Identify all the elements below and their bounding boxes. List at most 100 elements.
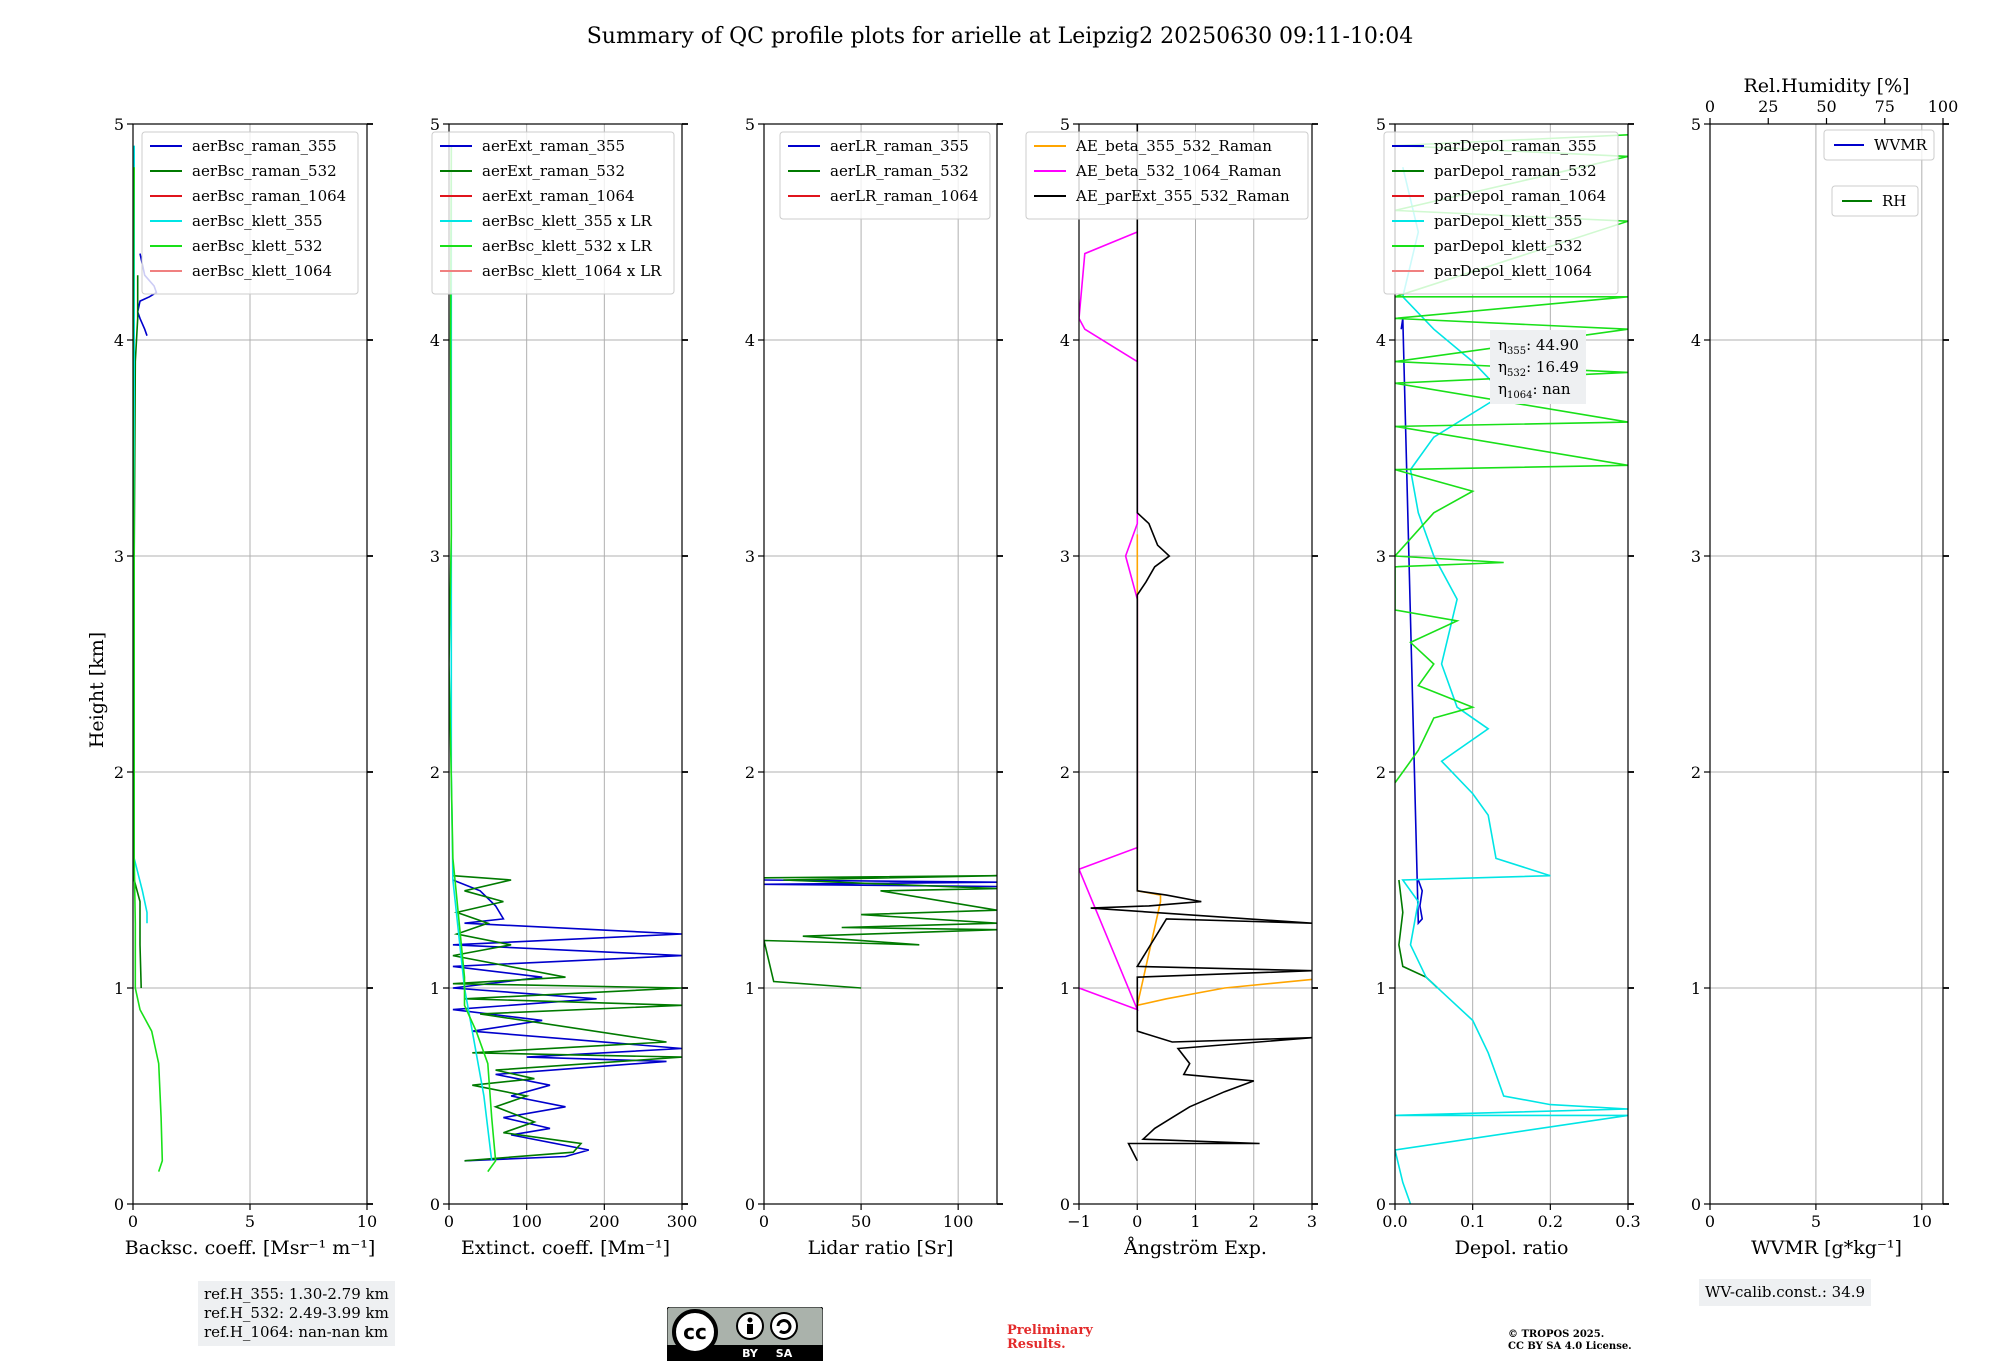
x-axis-label: Extinct. coeff. [Mm⁻¹] (461, 1237, 670, 1259)
x-tick-label: 200 (589, 1212, 620, 1231)
y-tick-label: 0 (1376, 1195, 1386, 1214)
y-tick-label: 1 (1060, 979, 1070, 998)
series-line-aerExt_raman_355 (452, 879, 682, 1162)
preliminary-note: Preliminary Results. (1007, 1324, 1093, 1352)
legend-label: aerExt_raman_532 (482, 162, 625, 180)
x-tick-label: 1 (1190, 1212, 1200, 1231)
legend-label: aerLR_raman_1064 (830, 187, 978, 205)
y-tick-label: 2 (1060, 763, 1070, 782)
y-tick-label: 0 (745, 1195, 755, 1214)
x-tick-label: 0.1 (1460, 1212, 1485, 1231)
license-by-text: BY (742, 1347, 759, 1360)
y-tick-label: 1 (1376, 979, 1386, 998)
legend-label: parDepol_klett_1064 (1434, 262, 1592, 280)
ref-height-355: ref.H_355: 1.30-2.79 km (204, 1285, 389, 1303)
top-tick-label: 50 (1816, 97, 1836, 116)
eta-box (1490, 330, 1586, 404)
legend-label: aerLR_raman_355 (830, 137, 969, 155)
y-tick-label: 5 (430, 115, 440, 134)
x-tick-label: 0.2 (1538, 1212, 1563, 1231)
y-tick-label: 3 (1691, 547, 1701, 566)
series-line-parDepol_klett_532 (1395, 134, 1628, 784)
svg-text:cc: cc (683, 1320, 707, 1344)
x-tick-label: 0 (128, 1212, 138, 1231)
legend-label: aerLR_raman_532 (830, 162, 969, 180)
series-line-aerBsc_klett_532 (133, 167, 164, 1172)
y-tick-label: 4 (745, 331, 755, 350)
y-tick-label: 3 (745, 547, 755, 566)
axes-frame (763, 123, 998, 1205)
legend-label: AE_beta_532_1064_Raman (1075, 162, 1282, 180)
y-tick-label: 2 (1376, 763, 1386, 782)
legend-label: aerExt_raman_355 (482, 137, 625, 155)
y-tick-label: 0 (1691, 1195, 1701, 1214)
top-tick-label: 0 (1705, 97, 1715, 116)
legend-label: parDepol_klett_532 (1434, 237, 1583, 255)
x-axis-label: Lidar ratio [Sr] (808, 1237, 954, 1259)
eta-label-1: η532: 16.49 (1498, 358, 1579, 379)
legend-label: parDepol_raman_532 (1434, 162, 1597, 180)
legend-label: parDepol_raman_355 (1434, 137, 1597, 155)
x-tick-label: 5 (1811, 1212, 1821, 1231)
y-tick-label: 1 (745, 979, 755, 998)
y-tick-label: 4 (1376, 331, 1386, 350)
legend-box (1831, 185, 1919, 217)
y-axis-label: Height [km] (86, 632, 108, 748)
cc-by-sa-logo: cc BY SA (667, 1307, 823, 1361)
panel-1: 0 5 10 0 1 2 3 4 5 Backsc. coeff. [Msr⁻¹ m⁻¹] aerB… (114, 115, 377, 1259)
y-tick-label: 5 (114, 115, 124, 134)
series-line-aerExt_raman_532 (452, 874, 682, 1162)
preliminary-line-2: Results. (1007, 1337, 1066, 1352)
legend-label: WVMR (1874, 136, 1928, 154)
legend: aerLR_raman_355 aerLR_raman_532 aerLR_rama… (779, 131, 991, 220)
legend-label: aerBsc_klett_532 (192, 237, 323, 255)
y-tick-label: 1 (430, 979, 440, 998)
legend-box (1823, 129, 1935, 161)
y-tick-label: 2 (430, 763, 440, 782)
x-tick-label: 10 (357, 1212, 377, 1231)
panel-2: 0 100 200 300 0 1 2 3 4 5 Extinct. coeff. [Mm⁻¹] ae… (430, 115, 697, 1259)
y-tick-label: 3 (1376, 547, 1386, 566)
x-tick-label: 0 (759, 1212, 769, 1231)
axes-frame (448, 123, 683, 1205)
copyright-line-2: CC BY SA 4.0 License. (1508, 1341, 1632, 1352)
y-tick-label: 4 (430, 331, 440, 350)
wv-calib-box: WV-calib.const.: 34.9 (1699, 1279, 1872, 1306)
cc-icon (672, 1309, 718, 1355)
license-sa-text: SA (776, 1347, 793, 1360)
top-tick-label: 100 (1928, 97, 1959, 116)
top-tick-label: 75 (1875, 97, 1895, 116)
series-line-parDepol_klett_355 (1395, 167, 1628, 1204)
copyright-note: © TROPOS 2025. CC BY SA 4.0 License. (1508, 1329, 1632, 1353)
legend-label: aerBsc_raman_1064 (192, 187, 346, 205)
series-line-aerBsc_klett_532 x LR (449, 145, 497, 1173)
y-tick-label: 0 (1060, 1195, 1070, 1214)
ref-height-box: ref.H_355: 1.30-2.79 km ref.H_532: 2.49-… (198, 1281, 395, 1346)
series-line-parDepol_raman_355 (1400, 318, 1424, 926)
figure-title: Summary of QC profile plots for arielle … (587, 24, 1414, 49)
ref-height-532: ref.H_532: 2.49-3.99 km (204, 1304, 389, 1322)
series-line-AE_beta_355_532_Raman (1136, 534, 1312, 1007)
y-tick-label: 5 (1376, 115, 1386, 134)
legend-label: aerBsc_klett_532 x LR (482, 237, 653, 255)
legend-box (141, 131, 359, 295)
legend-label: aerBsc_klett_1064 (192, 262, 332, 280)
x-tick-label: 0.0 (1382, 1212, 1407, 1231)
y-tick-label: 3 (430, 547, 440, 566)
y-tick-label: 5 (1691, 115, 1701, 134)
y-tick-label: 5 (745, 115, 755, 134)
legend-WVMR: WVMR (1823, 129, 1935, 161)
legend-label: aerBsc_klett_355 (192, 212, 323, 230)
legend: AE_beta_355_532_Raman AE_beta_532_1064_Ra… (1025, 131, 1309, 220)
series-line-AE_beta_532_1064_Raman (1079, 231, 1139, 1011)
x-tick-label: 100 (943, 1212, 974, 1231)
x-tick-label: 300 (667, 1212, 698, 1231)
panel-5: 0.0 0.1 0.2 0.3 0 1 2 3 4 5 Depol. ratio parDepol_r… (1376, 115, 1641, 1259)
x-tick-label: 3 (1307, 1212, 1317, 1231)
copyright-line-1: © TROPOS 2025. (1508, 1329, 1605, 1340)
legend-label: aerExt_raman_1064 (482, 187, 635, 205)
x-tick-label: 50 (851, 1212, 871, 1231)
